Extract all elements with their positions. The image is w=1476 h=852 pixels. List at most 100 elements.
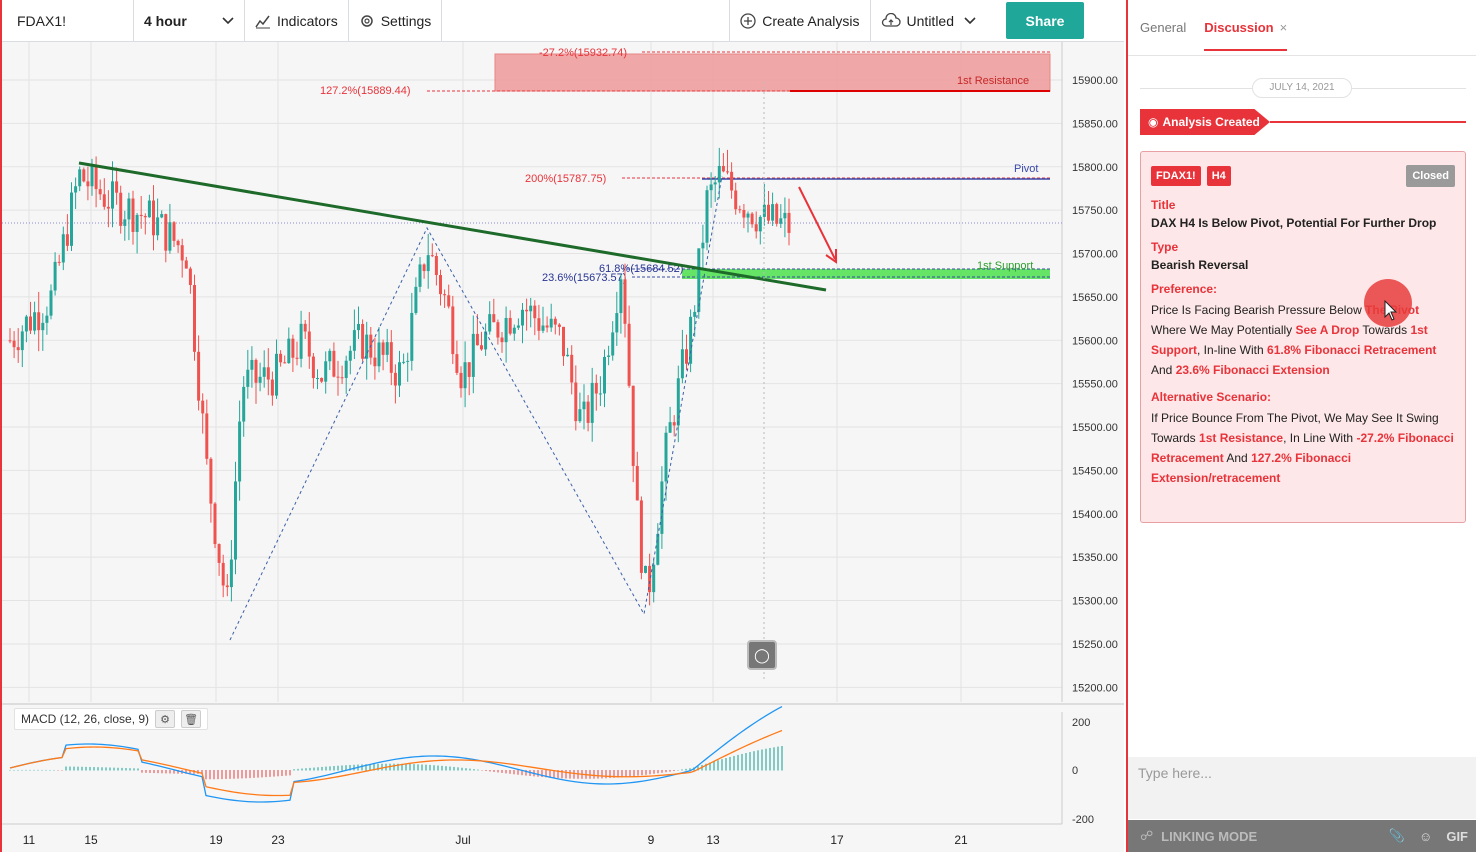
- macd-histogram-bar: [285, 770, 287, 776]
- candle-body: [730, 171, 734, 191]
- price-axis[interactable]: 15900.00 15850.00 15800.00 15750.00 15700.00…: [1072, 75, 1118, 694]
- candle-body: [525, 309, 529, 312]
- macd-histogram-bar: [589, 770, 591, 779]
- candle-body: [361, 323, 365, 359]
- macd-legend-label: MACD (12, 26, close, 9): [21, 712, 150, 726]
- macd-histogram-bar: [441, 765, 443, 771]
- macd-histogram-bar: [393, 763, 395, 771]
- candle-body: [381, 342, 385, 355]
- candle-body: [209, 458, 213, 504]
- candle-body: [693, 311, 697, 317]
- price-tick-label: 15750.00: [1072, 205, 1118, 217]
- macd-histogram-bar: [97, 767, 99, 771]
- macd-legend[interactable]: MACD (12, 26, close, 9) ⚙ 🗑: [14, 708, 209, 730]
- macd-histogram-bar: [61, 770, 63, 771]
- macd-signal-line: [9, 729, 783, 797]
- indicators-button[interactable]: Indicators: [245, 0, 349, 41]
- gear-icon[interactable]: ⚙: [155, 710, 176, 728]
- macd-histogram-bar: [137, 768, 139, 771]
- candle-body: [750, 213, 754, 225]
- macd-histogram-bar: [485, 770, 487, 771]
- tab-discussion[interactable]: Discussion ×: [1204, 4, 1288, 51]
- time-axis[interactable]: 11 15 19 23 Jul 9 13 17 21: [23, 833, 968, 847]
- fib-236-label: 23.6%(15673.57): [542, 272, 626, 284]
- macd-histogram-bar: [753, 751, 755, 771]
- linking-mode-bar: ☍ LINKING MODE 📎 ☺ GIF: [1128, 820, 1476, 852]
- macd-histogram-bar: [237, 770, 239, 779]
- gif-button[interactable]: GIF: [1446, 828, 1468, 844]
- macd-histogram-bar: [749, 752, 751, 771]
- candle-body: [426, 255, 430, 272]
- price-tick-label: 15800.00: [1072, 162, 1118, 174]
- macd-histogram-bar: [777, 746, 779, 771]
- candle-body: [123, 219, 127, 226]
- candle-body: [234, 481, 237, 560]
- candle-body: [12, 340, 16, 348]
- candle-body: [332, 350, 336, 377]
- interval-dropdown[interactable]: 4 hour: [134, 0, 245, 41]
- candle-body: [115, 181, 119, 193]
- macd-histogram-bar: [249, 770, 251, 779]
- harmonic-pattern[interactable]: [229, 175, 723, 641]
- share-button[interactable]: Share: [1006, 2, 1084, 39]
- candle-body: [639, 500, 643, 573]
- lightbulb-icon[interactable]: ◯: [747, 640, 777, 670]
- candle-body: [562, 326, 565, 357]
- alternative-text-part: , In Line With: [1283, 431, 1357, 445]
- candle-body: [557, 324, 561, 327]
- close-icon[interactable]: ×: [1279, 20, 1288, 35]
- fib-618-label: 61.8%(15684.52): [599, 263, 683, 275]
- macd-histogram-bar: [221, 770, 223, 780]
- candle-body: [553, 318, 557, 325]
- projection-arrow[interactable]: [798, 186, 836, 260]
- macd-histogram-bar: [629, 770, 631, 777]
- price-chart[interactable]: -27.2%(15932.74) 127.2%(15889.44) 1st Re…: [2, 42, 1124, 852]
- analysis-created-badge: ◉ Analysis Created: [1140, 109, 1270, 135]
- symbol-search[interactable]: FDAX1!: [2, 0, 134, 41]
- macd-histogram-bar: [401, 763, 403, 771]
- candle-body: [447, 295, 451, 307]
- candle-body: [451, 306, 455, 355]
- settings-button[interactable]: Settings: [349, 0, 443, 41]
- create-analysis-button[interactable]: Create Analysis: [730, 0, 871, 41]
- candle-body: [713, 182, 717, 185]
- attachment-icon[interactable]: 📎: [1388, 828, 1406, 843]
- macd-histogram-bar: [333, 766, 335, 771]
- macd-histogram-bar: [437, 765, 439, 771]
- preference-text-part: Where We May Potentially: [1151, 323, 1296, 337]
- save-layout-button[interactable]: Untitled: [871, 0, 986, 41]
- trash-icon[interactable]: 🗑: [181, 710, 202, 728]
- tab-general[interactable]: General: [1140, 20, 1187, 35]
- macd-histogram-bar: [281, 770, 283, 777]
- chart-area[interactable]: -27.2%(15932.74) 127.2%(15889.44) 1st Re…: [2, 42, 1124, 852]
- candle-body: [504, 317, 508, 343]
- candle-body: [434, 255, 438, 276]
- macd-histogram-bar: [37, 769, 39, 771]
- macd-histogram-bar: [757, 750, 759, 771]
- analysis-type: Bearish Reversal: [1151, 258, 1249, 272]
- candle-body: [275, 353, 278, 396]
- trendline[interactable]: [78, 161, 827, 292]
- candle-body: [254, 359, 258, 383]
- candle-body: [86, 181, 90, 187]
- analysis-card[interactable]: FDAX1! H4 Closed Title DAX H4 Is Below P…: [1140, 151, 1466, 523]
- price-tick-label: 15900.00: [1072, 75, 1118, 87]
- message-input[interactable]: Type here...: [1128, 757, 1476, 819]
- macd-histogram-bar: [609, 770, 611, 779]
- macd-histogram-bar: [29, 769, 31, 771]
- macd-histogram-bar: [665, 770, 667, 773]
- emoji-icon[interactable]: ☺: [1419, 828, 1433, 844]
- support-zone[interactable]: [682, 269, 1050, 279]
- candle-body: [201, 400, 205, 414]
- price-tick-label: 15550.00: [1072, 379, 1118, 391]
- macd-histogram-bar: [21, 769, 23, 771]
- candle-body: [205, 413, 209, 459]
- macd-histogram-bar: [225, 770, 227, 779]
- macd-histogram-bar: [313, 767, 315, 771]
- candle-body: [238, 421, 242, 482]
- macd-histogram-bar: [473, 769, 475, 771]
- macd-histogram-bar: [405, 763, 407, 771]
- macd-histogram-bar: [453, 766, 455, 771]
- link-icon[interactable]: ☍: [1140, 828, 1154, 843]
- candle-body: [303, 323, 307, 332]
